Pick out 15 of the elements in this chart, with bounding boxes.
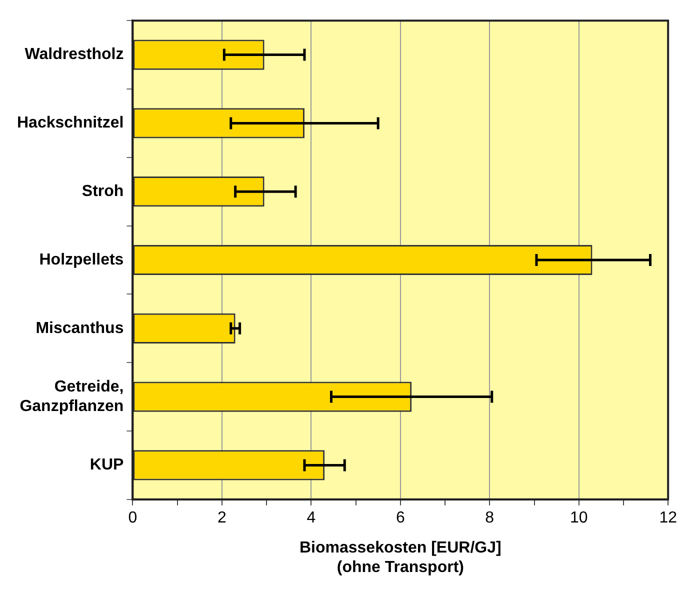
x-tick-label: 0 (128, 509, 138, 526)
y-tick-label: Stroh (82, 183, 124, 200)
x-axis-title: Biomassekosten [EUR/GJ] (ohne Transport) (299, 540, 502, 576)
y-tick-label: KUP (90, 456, 124, 474)
y-tick-label: Holzpellets (39, 251, 124, 268)
x-tick-label: 6 (396, 509, 405, 526)
y-tick-label: Hackschnitzel (16, 114, 124, 132)
y-tick-label: Waldrestholz (24, 46, 124, 64)
y-tick-label: Miscanthus (36, 320, 124, 337)
x-tick-label: 8 (485, 509, 494, 526)
x-tick-label: 4 (306, 509, 316, 526)
x-tick-label: 2 (217, 509, 226, 526)
x-tick-label: 10 (570, 509, 588, 526)
y-tick-label: Getreide, Ganzpflanzen (20, 378, 124, 415)
x-tick-label: 12 (659, 509, 678, 526)
